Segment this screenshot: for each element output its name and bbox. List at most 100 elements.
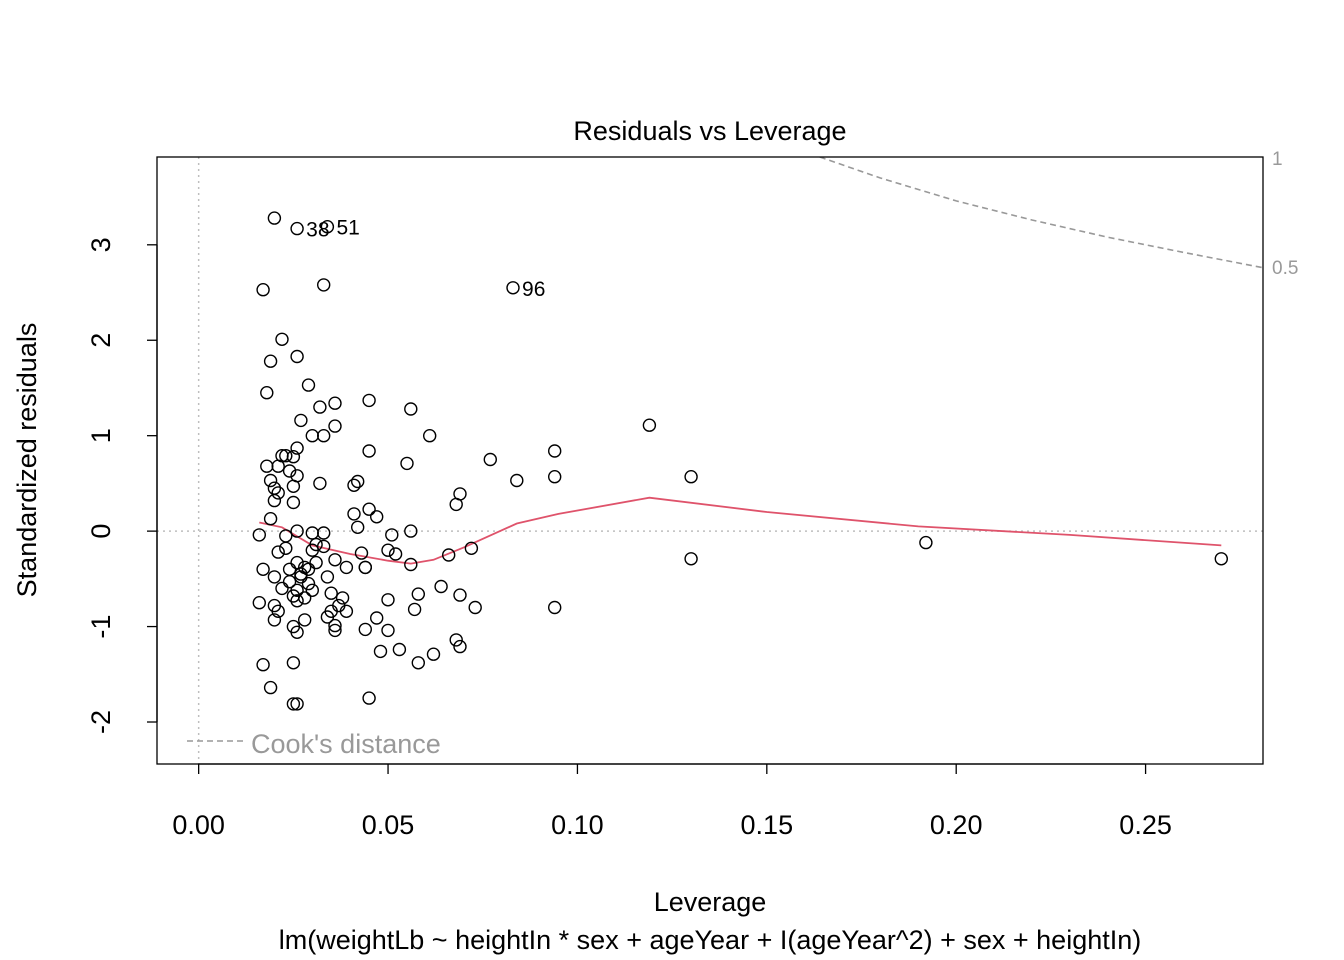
- data-points: [252, 211, 1229, 711]
- data-point: [263, 512, 278, 526]
- data-point: [317, 278, 331, 292]
- data-point: [301, 562, 316, 576]
- data-point: [506, 281, 520, 295]
- y-tick-label: 1: [86, 428, 116, 443]
- data-point: [301, 576, 316, 591]
- data-point: [294, 567, 308, 581]
- data-point: [404, 402, 418, 416]
- data-point: [684, 552, 698, 566]
- data-point: [339, 604, 354, 618]
- y-tick-label: 2: [86, 333, 116, 348]
- data-point: [313, 476, 327, 491]
- data-point: [286, 450, 301, 464]
- data-point: [290, 349, 304, 364]
- point-label: 96: [522, 278, 545, 301]
- data-point: [256, 562, 270, 576]
- subtitle: lm(weightLb ~ heightIn * sex + ageYear +…: [279, 925, 1141, 955]
- data-point: [305, 429, 319, 443]
- x-axis: 0.00 0.05 0.10 0.15 0.20 0.25: [172, 763, 1172, 840]
- data-point: [320, 610, 335, 624]
- data-point: [354, 546, 369, 560]
- plot-frame: [156, 156, 1264, 765]
- x-axis-label: Leverage: [654, 887, 767, 917]
- y-axis-label: Standardized residuals: [12, 323, 42, 598]
- data-point: [275, 332, 289, 346]
- data-point: [263, 680, 278, 695]
- data-point: [279, 449, 293, 463]
- data-point: [328, 618, 342, 633]
- data-point: [320, 570, 335, 584]
- x-tick-label: 0.05: [362, 810, 415, 840]
- data-point: [275, 581, 289, 596]
- x-tick-label: 0.10: [551, 810, 604, 840]
- data-point: [328, 419, 342, 433]
- data-point: [286, 479, 301, 493]
- data-point: [290, 441, 304, 455]
- data-point: [411, 587, 425, 601]
- data-point: [317, 429, 331, 443]
- data-point: [317, 526, 331, 540]
- data-point: [279, 529, 293, 543]
- data-point: [335, 591, 350, 605]
- data-point: [271, 459, 285, 473]
- data-point: [411, 656, 425, 670]
- data-point: [510, 473, 524, 488]
- data-point: [449, 497, 463, 512]
- reference-lines: [157, 157, 1263, 764]
- data-point: [392, 642, 407, 657]
- data-point: [362, 691, 376, 705]
- data-point: [271, 486, 285, 500]
- data-point: [271, 604, 285, 618]
- x-tick-label: 0.20: [930, 810, 983, 840]
- data-point: [263, 473, 278, 488]
- data-point: [286, 656, 301, 670]
- data-point: [362, 393, 376, 408]
- data-point: [370, 510, 384, 524]
- legend: Cook's distance: [187, 729, 441, 759]
- data-point: [385, 528, 399, 542]
- data-point: [442, 548, 456, 562]
- data-point: [351, 520, 365, 534]
- data-point: [328, 623, 342, 638]
- data-point: [256, 658, 270, 672]
- data-point: [324, 586, 338, 600]
- data-point: [290, 221, 304, 236]
- data-point: [256, 283, 270, 297]
- data-point: [362, 444, 376, 458]
- smoother-line: [259, 496, 1222, 565]
- cook-level-label: 1: [1272, 149, 1283, 170]
- data-point: [252, 528, 266, 542]
- y-tick-label: 0: [86, 524, 116, 539]
- cook-level-label: 0.5: [1272, 258, 1298, 279]
- data-point: [381, 623, 395, 638]
- data-point: [370, 611, 384, 625]
- x-tick-label: 0.25: [1119, 810, 1172, 840]
- data-point: [919, 535, 933, 550]
- data-point: [358, 560, 372, 575]
- y-axis: -2 -1 0 1 2 3: [86, 237, 158, 734]
- data-point: [449, 633, 463, 647]
- data-point: [362, 502, 376, 516]
- data-point: [548, 600, 562, 615]
- data-point: [684, 470, 698, 484]
- x-tick-label: 0.00: [172, 810, 225, 840]
- data-point: [453, 639, 467, 654]
- data-point: [290, 625, 304, 639]
- point-label: 51: [336, 217, 359, 240]
- data-point: [423, 429, 437, 443]
- data-point: [347, 507, 361, 521]
- data-point: [305, 583, 319, 597]
- data-point: [464, 541, 479, 555]
- legend-label: Cook's distance: [251, 729, 441, 759]
- data-point: [298, 613, 312, 627]
- data-point: [320, 219, 335, 234]
- data-point: [483, 452, 497, 467]
- chart-title: Residuals vs Leverage: [573, 116, 846, 146]
- data-point: [282, 464, 297, 478]
- y-tick-label: -2: [86, 710, 116, 734]
- data-point: [305, 526, 319, 540]
- point-labels: 38 51 96: [306, 217, 545, 301]
- data-point: [328, 553, 342, 567]
- data-point: [453, 588, 467, 602]
